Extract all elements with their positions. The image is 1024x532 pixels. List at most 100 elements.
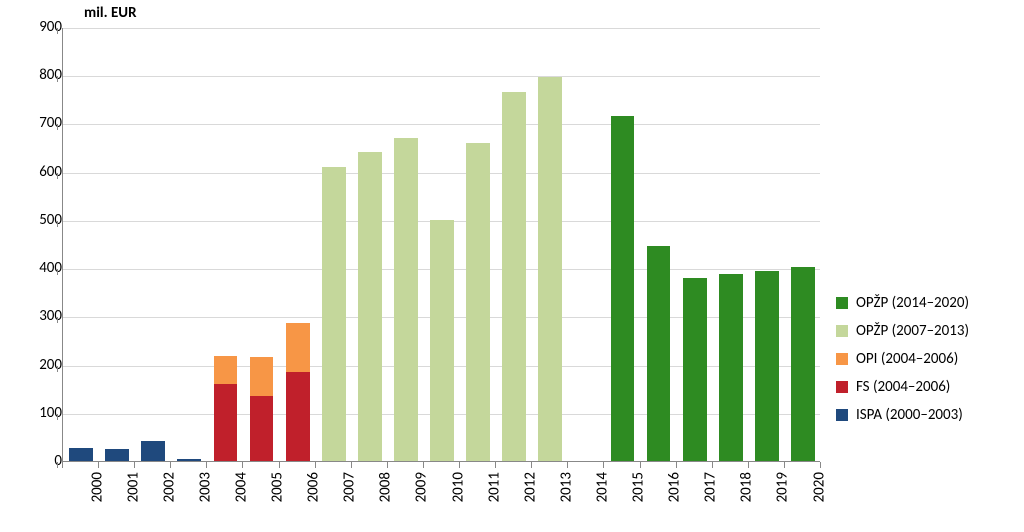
bar-group: [214, 28, 238, 461]
x-tick-label: 2013: [557, 472, 575, 502]
y-tick-mark: [57, 414, 58, 420]
x-tick-mark: [98, 462, 99, 468]
y-tick-mark: [57, 124, 58, 130]
x-tick-mark: [62, 462, 63, 468]
bar-group: [502, 28, 526, 461]
bar-segment-opzp_2007: [502, 92, 526, 461]
y-tick-label: 600: [10, 163, 62, 181]
y-tick-mark: [57, 173, 58, 179]
bar-group: [430, 28, 454, 461]
bar-segment-fs: [250, 396, 274, 461]
x-tick-label: 2014: [593, 472, 611, 502]
x-tick-mark: [387, 462, 388, 468]
bar-group: [286, 28, 310, 461]
x-tick-label: 2015: [629, 472, 647, 502]
bar-segment-ispa: [177, 459, 201, 461]
x-tick-label: 2002: [160, 472, 178, 502]
y-axis-title: mil. EUR: [84, 4, 137, 22]
bar-group: [250, 28, 274, 461]
x-tick-label: 2017: [702, 472, 720, 502]
x-tick-mark: [567, 462, 568, 468]
legend-swatch: [836, 409, 848, 421]
bar-segment-ispa: [69, 448, 93, 462]
bar-segment-fs: [214, 384, 238, 461]
plot-area: [62, 28, 820, 462]
x-tick-label: 2010: [449, 472, 467, 502]
x-tick-mark: [712, 462, 713, 468]
x-tick-mark: [279, 462, 280, 468]
bar-segment-opzp_2007: [322, 167, 346, 461]
y-tick-mark: [57, 76, 58, 82]
x-tick-label: 2003: [196, 472, 214, 502]
bar-segment-ispa: [105, 449, 129, 461]
x-tick-label: 2005: [269, 472, 287, 502]
x-tick-mark: [351, 462, 352, 468]
bar-group: [538, 28, 562, 461]
x-tick-mark: [134, 462, 135, 468]
legend-item: OPŽP (2007–2013): [836, 322, 969, 340]
x-tick-label: 2007: [341, 472, 359, 502]
bars: [63, 28, 820, 461]
bar-group: [69, 28, 93, 461]
bar-group: [394, 28, 418, 461]
x-tick-mark: [459, 462, 460, 468]
bar-segment-opzp_2014: [611, 116, 635, 461]
y-tick-label: 900: [10, 18, 62, 36]
y-tick-label: 100: [10, 404, 62, 422]
y-tick-label: 800: [10, 66, 62, 84]
x-tick-label: 2001: [124, 472, 142, 502]
x-tick-mark: [242, 462, 243, 468]
y-tick-label: 300: [10, 307, 62, 325]
x-tick-mark: [748, 462, 749, 468]
bar-group: [177, 28, 201, 461]
x-tick-mark: [495, 462, 496, 468]
bar-segment-opi: [250, 357, 274, 396]
y-tick-label: 700: [10, 114, 62, 132]
x-tick-label: 2020: [810, 472, 828, 502]
legend-swatch: [836, 381, 848, 393]
y-tick-mark: [57, 462, 58, 468]
legend-item: FS (2004–2006): [836, 378, 969, 396]
x-tick-label: 2008: [377, 472, 395, 502]
legend-swatch: [836, 353, 848, 365]
y-tick-label: 500: [10, 211, 62, 229]
y-tick-mark: [57, 28, 58, 34]
bar-group: [683, 28, 707, 461]
bar-group: [322, 28, 346, 461]
legend-item: OPŽP (2014–2020): [836, 294, 969, 312]
legend-label: ISPA (2000–2003): [856, 406, 963, 424]
y-tick-mark: [57, 269, 58, 275]
bar-group: [358, 28, 382, 461]
x-tick-label: 2000: [88, 472, 106, 502]
bar-group: [611, 28, 635, 461]
legend-item: OPI (2004–2006): [836, 350, 969, 368]
x-tick-mark: [206, 462, 207, 468]
legend-item: ISPA (2000–2003): [836, 406, 969, 424]
y-tick-mark: [57, 221, 58, 227]
x-tick-label: 2011: [485, 472, 503, 502]
bar-group: [719, 28, 743, 461]
legend-label: OPŽP (2007–2013): [856, 322, 969, 340]
x-axis-labels: 2000200120022003200420052006200720082009…: [62, 462, 820, 532]
x-tick-label: 2012: [521, 472, 539, 502]
x-tick-label: 2016: [666, 472, 684, 502]
x-tick-mark: [820, 462, 821, 468]
x-tick-mark: [603, 462, 604, 468]
y-tick-label: 0: [10, 452, 62, 470]
bar-segment-opzp_2007: [466, 143, 490, 461]
x-tick-mark: [676, 462, 677, 468]
legend: OPŽP (2014–2020) OPŽP (2007–2013) OPI (200…: [836, 294, 969, 434]
x-tick-mark: [784, 462, 785, 468]
y-tick-mark: [57, 317, 58, 323]
y-tick-label: 200: [10, 356, 62, 374]
legend-swatch: [836, 325, 848, 337]
chart-container: mil. EUR 0 100 200 300 400 500 600 700 800 900 20…: [0, 0, 1024, 530]
x-tick-label: 2018: [738, 472, 756, 502]
bar-group: [791, 28, 815, 461]
x-tick-label: 2019: [774, 472, 792, 502]
legend-label: OPŽP (2014–2020): [856, 294, 969, 312]
y-tick-label: 400: [10, 259, 62, 277]
legend-swatch: [836, 297, 848, 309]
x-tick-mark: [315, 462, 316, 468]
bar-segment-opzp_2007: [430, 220, 454, 461]
